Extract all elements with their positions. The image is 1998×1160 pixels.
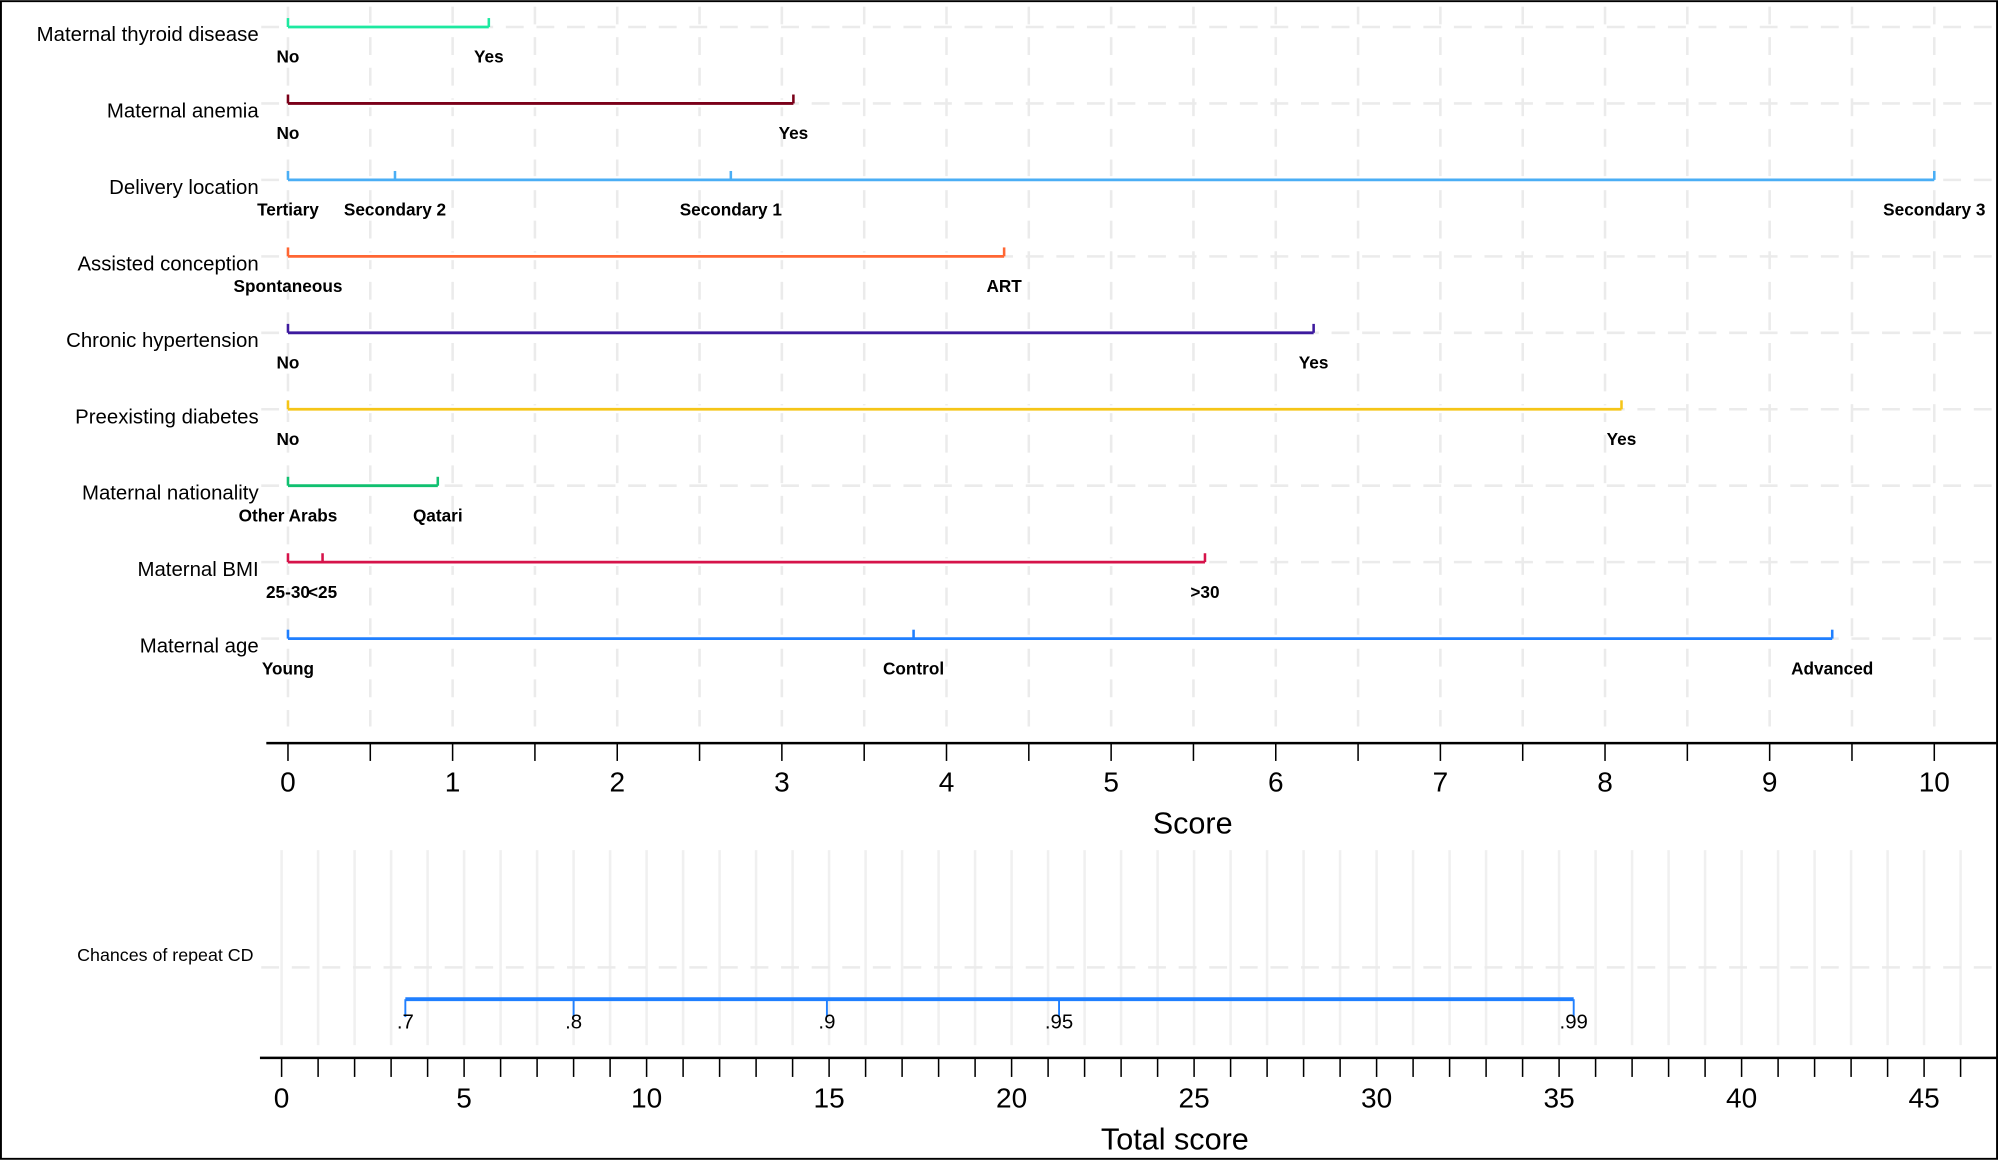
total-score-axis: 0 5 10 15 20 25 30 35 40 45 xyxy=(259,1056,1998,1114)
total-tick-label: 40 xyxy=(1726,1083,1757,1114)
score-tick-label: 10 xyxy=(1919,767,1950,798)
level-label: Secondary 3 xyxy=(1883,200,1985,220)
score-tick-label: 4 xyxy=(939,767,955,798)
row-label-chronic-hypertension: Chronic hypertension xyxy=(66,330,259,352)
score-tick-label: 9 xyxy=(1762,767,1778,798)
total-tick-label: 35 xyxy=(1544,1083,1575,1114)
level-label: No xyxy=(277,123,300,143)
score-tick-label: 2 xyxy=(609,767,625,798)
level-label: Qatari xyxy=(413,505,463,525)
level-label: >30 xyxy=(1190,582,1219,602)
row-label-maternal-thyroid-disease: Maternal thyroid disease xyxy=(37,24,259,46)
total-axis-title: Total score xyxy=(1101,1123,1249,1157)
level-label: Advanced xyxy=(1791,658,1873,678)
level-label: Secondary 1 xyxy=(680,200,783,220)
score-tick-label: 3 xyxy=(774,767,790,798)
score-axis-title: Score xyxy=(1153,807,1233,841)
level-label: 25-30 xyxy=(266,582,310,602)
level-label: Secondary 2 xyxy=(344,200,446,220)
probability-tick-label: .9 xyxy=(818,1012,835,1034)
level-label: Other Arabs xyxy=(239,505,338,525)
score-tick-label: 6 xyxy=(1268,767,1284,798)
level-label: ART xyxy=(986,276,1022,296)
score-tick-label: 8 xyxy=(1597,767,1613,798)
level-label: Young xyxy=(262,658,314,678)
probability-tick-label: .7 xyxy=(397,1012,414,1034)
total-tick-label: 25 xyxy=(1179,1083,1210,1114)
level-label: Control xyxy=(883,658,944,678)
score-tick-label: 0 xyxy=(280,767,296,798)
row-label-maternal-bmi: Maternal BMI xyxy=(138,559,259,581)
total-tick-label: 45 xyxy=(1909,1083,1940,1114)
level-label: Spontaneous xyxy=(234,276,343,296)
level-label: <25 xyxy=(308,582,338,602)
row-label-delivery-location: Delivery location xyxy=(109,177,258,199)
total-tick-label: 0 xyxy=(274,1083,290,1114)
score-tick-label: 5 xyxy=(1103,767,1119,798)
row-label-preexisting-diabetes: Preexisting diabetes xyxy=(75,406,259,428)
total-tick-label: 5 xyxy=(456,1083,472,1114)
row-label-maternal-anemia: Maternal anemia xyxy=(107,100,259,122)
level-label: Tertiary xyxy=(257,200,319,220)
probability-tick-label: .95 xyxy=(1045,1012,1073,1034)
level-label: Yes xyxy=(474,47,504,67)
variable-rows: Maternal thyroid disease No Yes Maternal an… xyxy=(37,18,1985,678)
score-tick-label: 1 xyxy=(445,767,461,798)
row-label-maternal-nationality: Maternal nationality xyxy=(82,483,259,505)
total-tick-label: 20 xyxy=(996,1083,1027,1114)
score-tick-label: 7 xyxy=(1433,767,1449,798)
level-label: Yes xyxy=(1299,352,1329,372)
level-label: No xyxy=(277,429,300,449)
total-tick-label: 30 xyxy=(1361,1083,1392,1114)
level-label: No xyxy=(277,47,300,67)
level-label: Yes xyxy=(779,123,809,143)
probability-tick-label: .99 xyxy=(1560,1012,1588,1034)
level-label: Yes xyxy=(1607,429,1637,449)
total-tick-label: 15 xyxy=(814,1083,845,1114)
probability-label: Chances of repeat CD xyxy=(77,945,254,965)
total-tick-label: 10 xyxy=(631,1083,662,1114)
score-axis: 0 1 2 3 4 5 6 7 8 9 10 xyxy=(266,741,1998,798)
row-label-maternal-age: Maternal age xyxy=(140,636,259,658)
level-label: No xyxy=(277,352,300,372)
row-label-assisted-conception: Assisted conception xyxy=(77,253,258,275)
probability-tick-label: .8 xyxy=(565,1012,582,1034)
probability-scale: .7 .8 .9 .95 .99 xyxy=(397,997,1588,1034)
